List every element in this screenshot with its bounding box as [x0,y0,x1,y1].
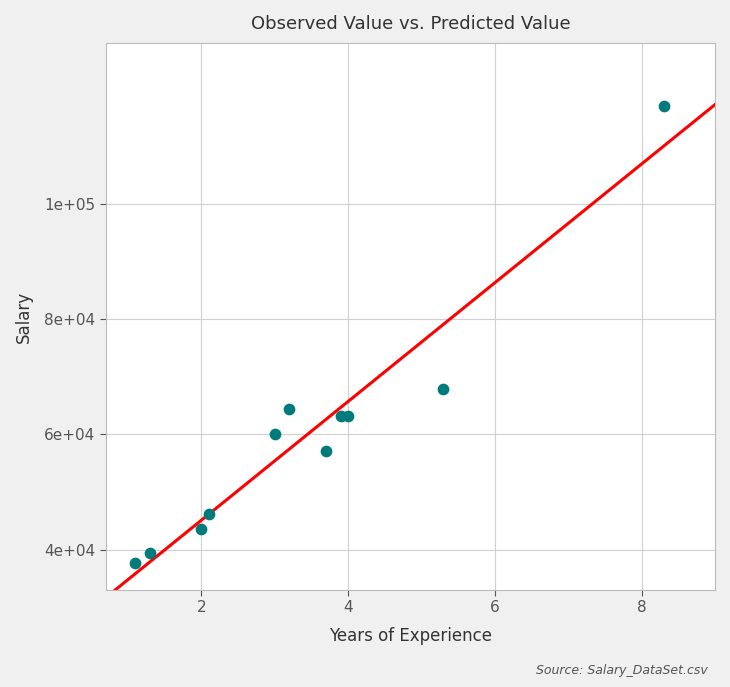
Text: Source: Salary_DataSet.csv: Source: Salary_DataSet.csv [537,664,708,677]
Point [658,101,669,112]
Point [129,557,141,568]
Point [320,445,332,456]
Point [203,508,215,519]
Y-axis label: Salary: Salary [15,291,33,343]
Point [283,403,295,414]
Point [269,428,280,439]
Point [144,548,155,559]
Point [196,524,207,535]
Title: Observed Value vs. Predicted Value: Observed Value vs. Predicted Value [250,15,570,33]
X-axis label: Years of Experience: Years of Experience [329,627,492,644]
Point [437,383,449,394]
Point [335,410,347,421]
Point [342,410,354,421]
